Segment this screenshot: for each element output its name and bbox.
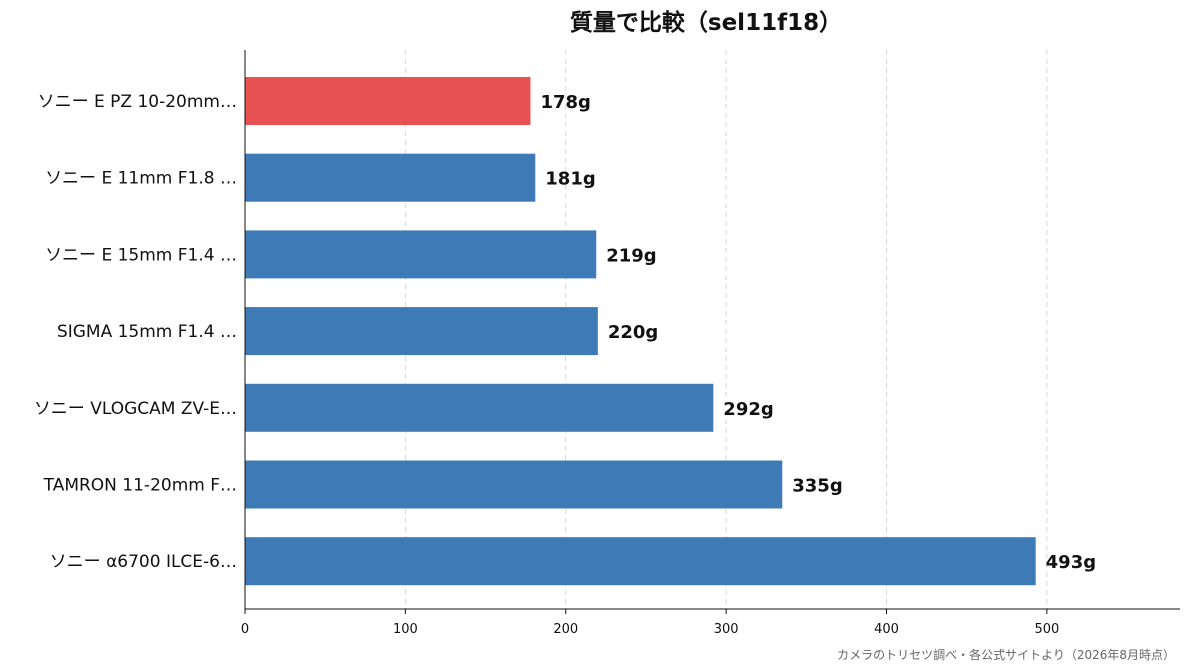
axes bbox=[244, 50, 1180, 610]
x-tick-labels: 0 100 200 300 400 500 bbox=[241, 609, 1059, 637]
bar-4 bbox=[245, 307, 598, 356]
value-labels: 178g 181g 219g 220g 292g 335g 493g bbox=[540, 92, 1096, 573]
category-label: SIGMA 15mm F1.4 … bbox=[57, 322, 237, 342]
chart-title: 質量で比較（sel11f18） bbox=[570, 9, 842, 36]
x-tick-label: 100 bbox=[393, 622, 418, 637]
x-tick-label: 400 bbox=[874, 622, 899, 637]
category-labels: ソニー E PZ 10-20mm… ソニー E 11mm F1.8 … ソニー E … bbox=[34, 92, 237, 572]
bar-6 bbox=[245, 460, 783, 509]
x-tick-label: 0 bbox=[241, 622, 249, 637]
source-note: カメラのトリセツ調べ・各公式サイトより（2026年8月時点） bbox=[837, 647, 1175, 662]
value-label: 178g bbox=[540, 92, 590, 113]
bar-5 bbox=[245, 383, 714, 432]
value-label: 219g bbox=[606, 245, 656, 266]
category-label: ソニー E PZ 10-20mm… bbox=[38, 92, 237, 112]
category-label: ソニー VLOGCAM ZV-E… bbox=[34, 399, 237, 419]
bar-3 bbox=[245, 230, 597, 279]
value-label: 181g bbox=[545, 169, 595, 190]
value-label: 335g bbox=[792, 476, 842, 497]
category-label: ソニー E 11mm F1.8 … bbox=[45, 169, 237, 189]
bars bbox=[245, 77, 1036, 586]
x-tick-label: 500 bbox=[1034, 622, 1059, 637]
bar-1 bbox=[245, 77, 531, 125]
category-label: ソニー α6700 ILCE-6… bbox=[50, 552, 237, 572]
value-label: 493g bbox=[1046, 552, 1096, 573]
x-tick-label: 300 bbox=[714, 622, 739, 637]
value-label: 292g bbox=[723, 399, 773, 420]
value-label: 220g bbox=[608, 322, 658, 343]
x-tick-label: 200 bbox=[553, 622, 578, 637]
category-label: TAMRON 11-20mm F… bbox=[43, 476, 237, 496]
bar-2 bbox=[245, 153, 536, 202]
category-label: ソニー E 15mm F1.4 … bbox=[45, 245, 237, 265]
bar-7 bbox=[245, 537, 1036, 586]
